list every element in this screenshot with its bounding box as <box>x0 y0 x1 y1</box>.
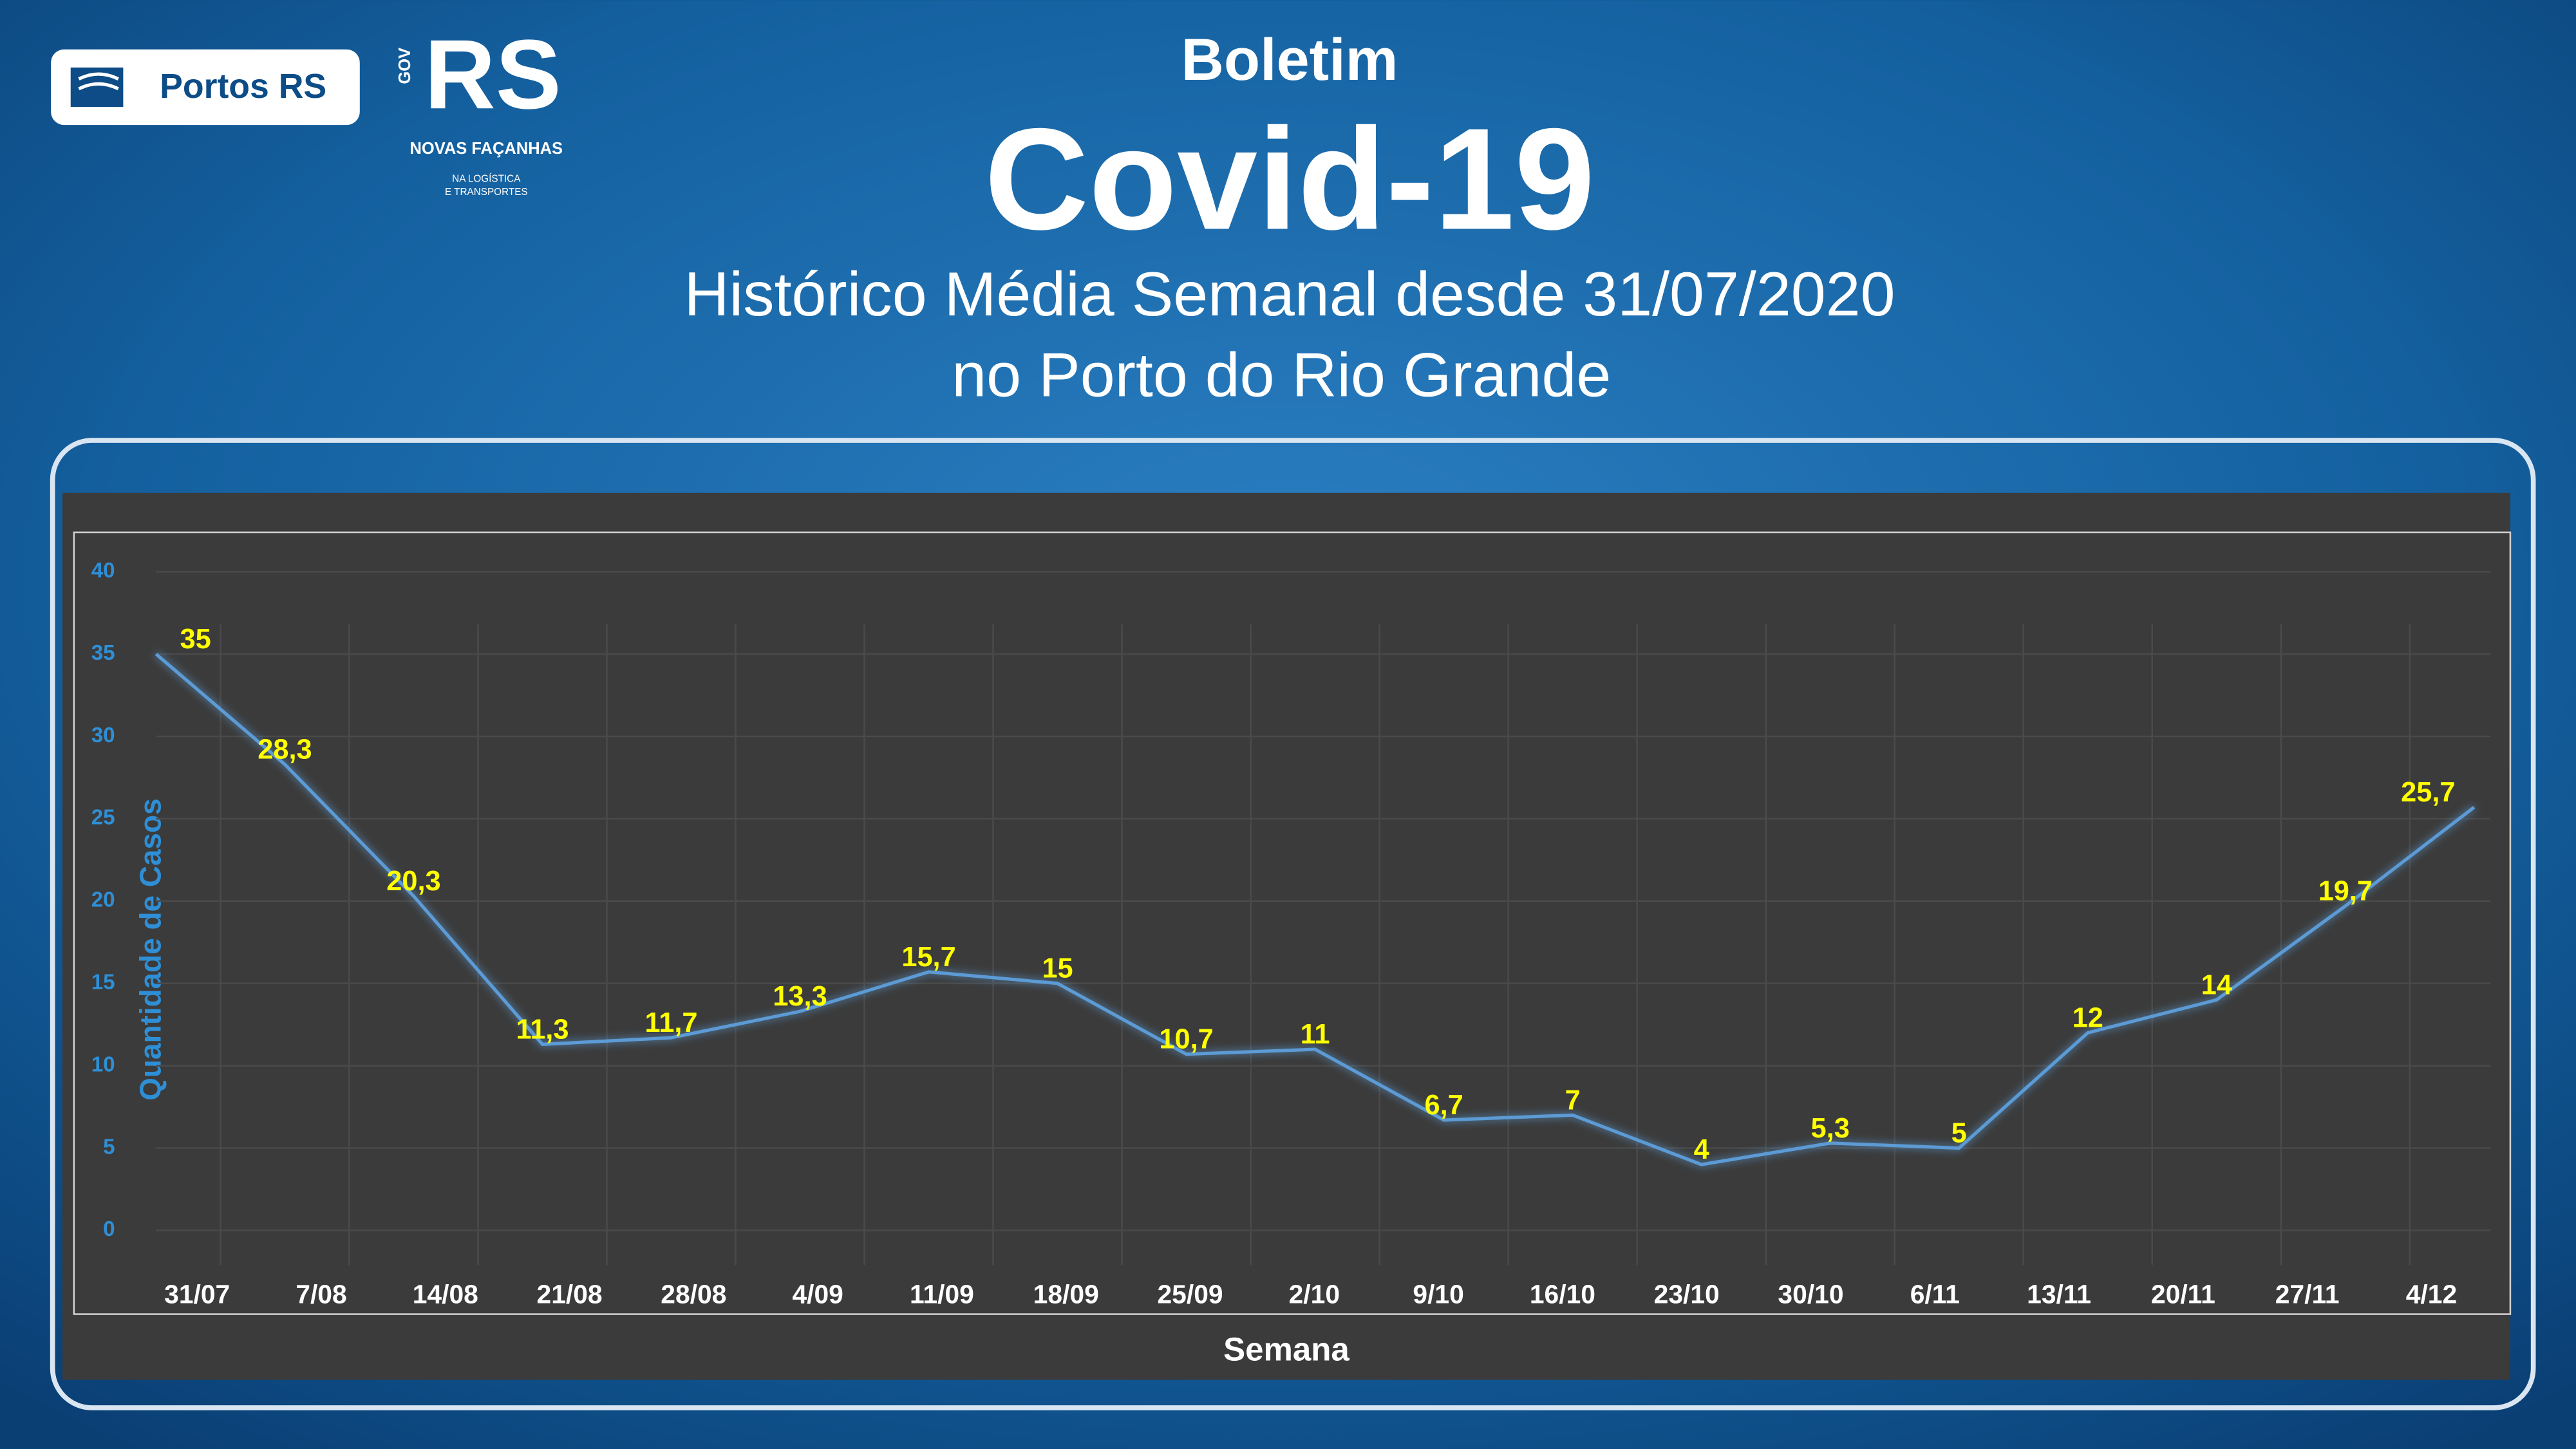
supertitle: Boletim <box>1181 27 1398 93</box>
slogan: NOVAS FAÇANHAS <box>410 140 563 158</box>
x-tick-label: 20/11 <box>2151 1279 2215 1309</box>
gov: GOV <box>396 48 414 84</box>
data-label: 11,3 <box>516 1014 569 1045</box>
logo-icon <box>67 64 127 111</box>
y-tick-label: 35 <box>91 641 115 665</box>
data-label: 20,3 <box>386 866 440 897</box>
x-tick-label: 4/09 <box>792 1279 843 1309</box>
data-label: 4 <box>1694 1134 1709 1165</box>
logo-box <box>51 49 360 126</box>
data-label: 5 <box>1951 1118 1967 1149</box>
rs: RS <box>424 19 561 129</box>
data-label: 13,3 <box>773 981 827 1012</box>
x-tick-label: 14/08 <box>413 1279 478 1309</box>
x-tick-label: 30/10 <box>1778 1279 1843 1309</box>
data-label: 19,7 <box>2318 876 2373 907</box>
brand: Portos RS <box>160 67 326 106</box>
slogan-sub: NA LOGÍSTICA <box>452 173 521 184</box>
data-label: 10,7 <box>1159 1024 1213 1055</box>
subtitle: no Porto do Rio Grande <box>952 339 1611 409</box>
x-tick-label: 2/10 <box>1289 1279 1340 1309</box>
x-tick-label: 27/11 <box>2275 1279 2340 1309</box>
x-tick-label: 31/07 <box>164 1279 230 1309</box>
data-label: 7 <box>1565 1085 1581 1116</box>
portos-logo: Portos RS <box>51 49 360 126</box>
y-tick-label: 5 <box>103 1135 115 1159</box>
data-line <box>155 653 2476 1166</box>
plot-frame <box>73 531 2512 1315</box>
x-tick-label: 16/10 <box>1530 1279 1595 1309</box>
x-tick-label: 25/09 <box>1157 1279 1223 1309</box>
y-axis-label: Quantidade de Casos <box>133 798 167 1100</box>
data-label: 15 <box>1042 953 1073 984</box>
data-label: 14 <box>2201 969 2232 1000</box>
data-label: 5,3 <box>1811 1113 1850 1144</box>
data-label: 25,7 <box>2401 777 2455 808</box>
data-label: 11,7 <box>644 1007 697 1038</box>
y-tick-label: 25 <box>91 806 115 830</box>
x-tick-label: 4/12 <box>2406 1279 2457 1309</box>
x-tick-label: 7/08 <box>296 1279 346 1309</box>
gov-logo: GOV RS NOVAS FAÇANHAS NA LOGÍSTICA E TRA… <box>396 19 563 198</box>
data-label: 35 <box>180 624 211 655</box>
x-tick-label: 11/09 <box>910 1279 974 1309</box>
slogan-sub: E TRANSPORTES <box>445 187 528 198</box>
x-tick-label: 21/08 <box>537 1279 603 1309</box>
x-tick-label: 6/11 <box>1910 1279 1960 1309</box>
y-tick-label: 10 <box>91 1052 115 1076</box>
subtitle: Histórico Média Semanal desde 31/07/2020 <box>684 259 1895 329</box>
data-label: 11 <box>1301 1019 1330 1050</box>
y-tick-label: 30 <box>91 724 115 747</box>
x-tick-label: 13/11 <box>2027 1279 2091 1309</box>
y-tick-label: 0 <box>103 1217 115 1241</box>
data-label: 6,7 <box>1424 1090 1463 1121</box>
y-tick-label: 15 <box>91 970 115 994</box>
data-label: 15,7 <box>901 942 955 973</box>
x-tick-label: 9/10 <box>1413 1279 1463 1309</box>
chart-title: Covid-19 <box>984 98 1595 260</box>
panel-frame <box>50 438 2536 1410</box>
y-tick-label: 40 <box>91 559 115 583</box>
y-tick-label: 20 <box>91 888 115 912</box>
x-tick-label: 28/08 <box>661 1279 726 1309</box>
x-tick-label: 23/10 <box>1654 1279 1720 1309</box>
data-label: 28,3 <box>258 734 312 765</box>
data-label: 12 <box>2073 1002 2103 1033</box>
x-axis-label: Semana <box>1223 1331 1349 1368</box>
x-tick-label: 18/09 <box>1033 1279 1099 1309</box>
chart-panel <box>62 492 2510 1380</box>
